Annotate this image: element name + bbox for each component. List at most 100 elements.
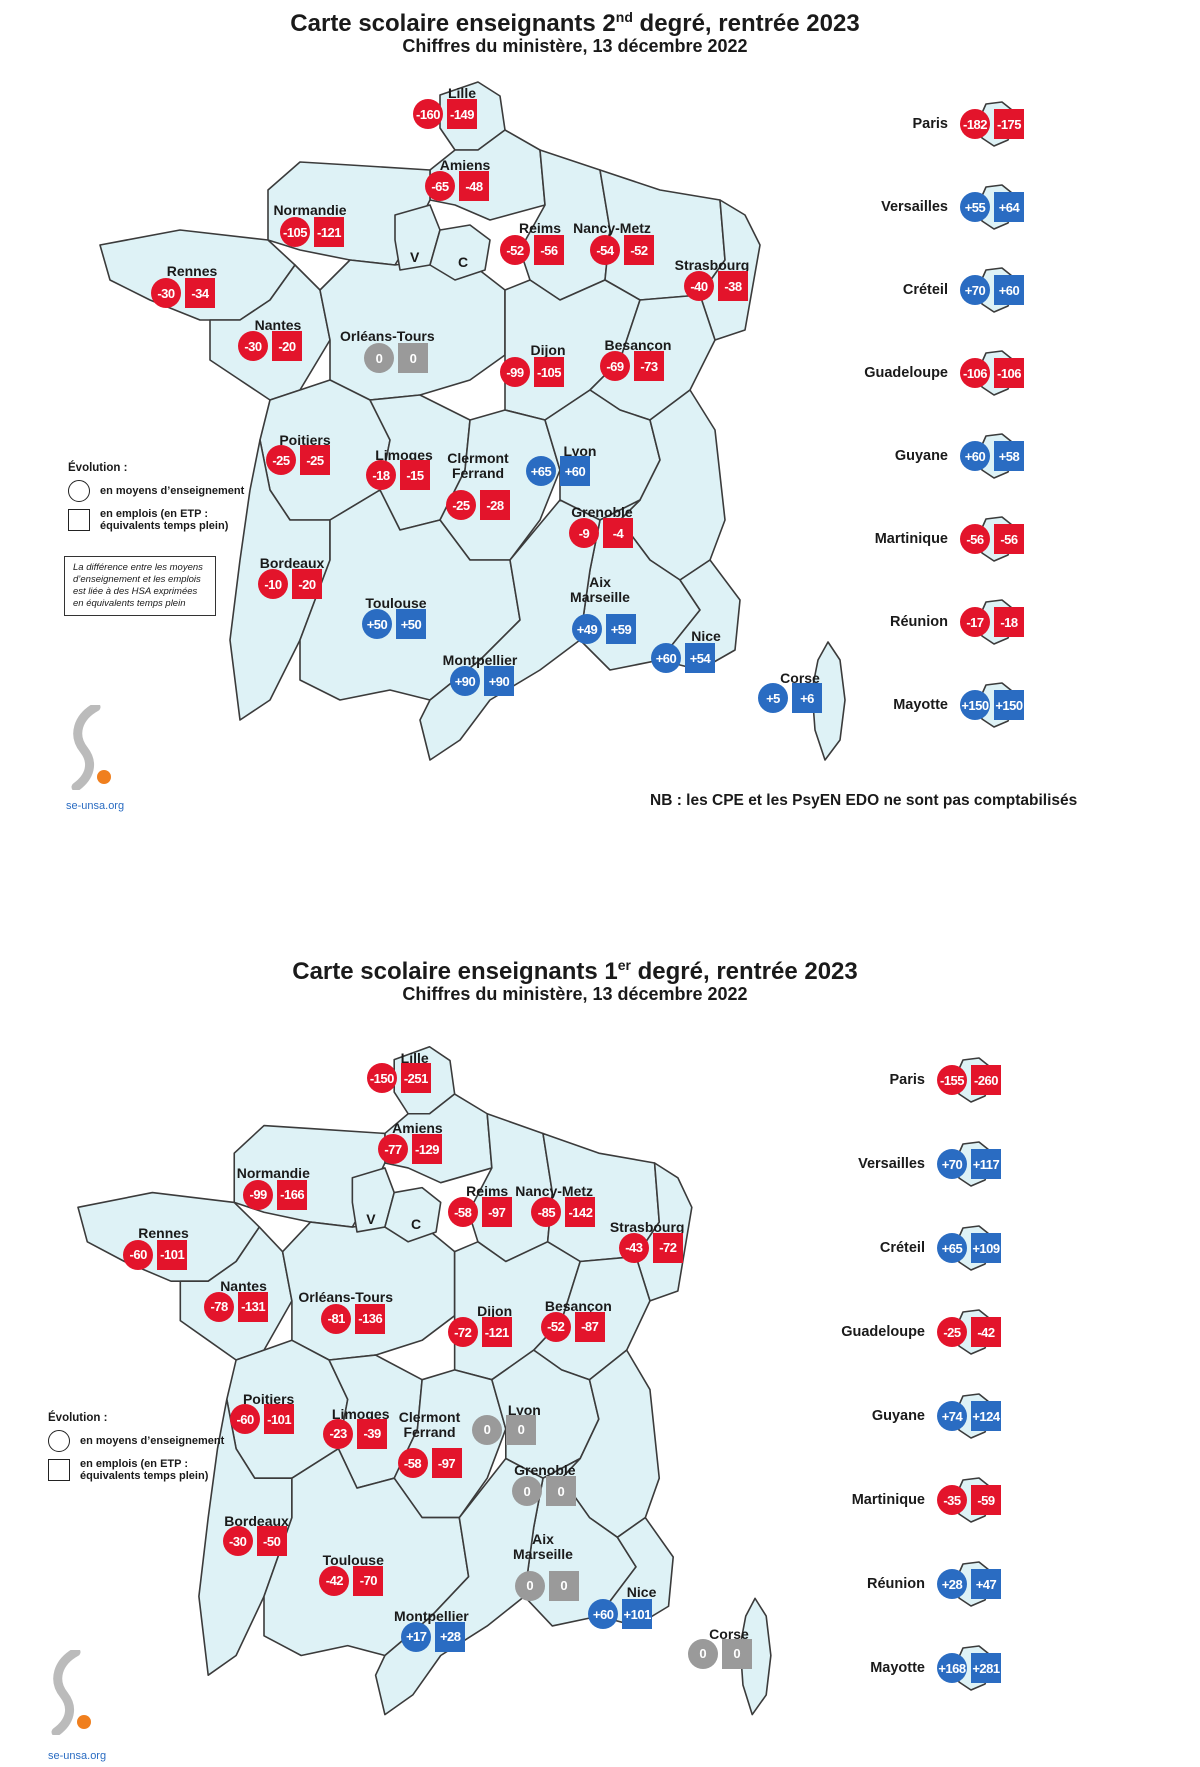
overseas-creteil-moyens-circle: +70	[960, 275, 990, 305]
overseas-label-creteil: Créteil	[879, 1240, 925, 1256]
region-shape-nice	[599, 1518, 673, 1626]
region-nice-values: +60 +54	[651, 643, 715, 673]
region-limoges-emplois-square: -39	[357, 1418, 388, 1449]
overseas-row-reunion: Réunion +28 +47	[805, 1561, 1009, 1607]
region-lyon-emplois-square: +60	[560, 456, 590, 486]
region-strasbourg-emplois-square: -72	[652, 1232, 683, 1263]
overseas-creteil-moyens-circle: +65	[937, 1233, 967, 1263]
region-nice-emplois-square: +101	[622, 1599, 653, 1630]
region-dijon-emplois-square: -105	[534, 357, 564, 387]
region-shape-strasbourg	[636, 1163, 692, 1301]
overseas-mayotte-moyens-circle: +168	[937, 1653, 967, 1683]
region-toulouse-values: +50 +50	[362, 609, 426, 639]
region-poitiers-moyens-circle: -60	[230, 1404, 261, 1435]
region-normandie-values: -99 -166	[243, 1179, 308, 1210]
region-bordeaux-moyens-circle: -30	[222, 1526, 253, 1557]
overseas-row-martinique: Martinique -35 -59	[805, 1477, 1009, 1523]
overseas-paris-values: -155 -260	[937, 1065, 1001, 1095]
overseas-chip-mayotte: +150 +150	[960, 682, 1032, 728]
region-label-clermont-ferrand: Clermont Ferrand	[447, 450, 509, 481]
region-montpellier-moyens-circle: +17	[401, 1621, 432, 1652]
legend-square-label-2: équivalents temps plein)	[100, 520, 229, 532]
region-toulouse-moyens-circle: +50	[362, 609, 392, 639]
overseas-label-creteil: Créteil	[902, 282, 948, 298]
region-orleans-tours-moyens-circle: -81	[321, 1303, 352, 1334]
overseas-chip-reunion: -17 -18	[960, 599, 1032, 645]
overseas-creteil-emplois-square: +109	[971, 1233, 1001, 1263]
region-label-orleans-tours: Orléans-Tours	[340, 328, 435, 344]
region-label-besancon: Besançon	[544, 1297, 612, 1314]
legend-square-icon	[68, 509, 90, 531]
region-nantes-emplois-square: -131	[238, 1291, 269, 1322]
overseas-chip-martinique: -35 -59	[937, 1477, 1009, 1523]
region-grenoble-emplois-square: -4	[603, 518, 633, 548]
overseas-label-versailles: Versailles	[881, 199, 948, 215]
region-grenoble-values: -9 -4	[569, 518, 633, 548]
region-poitiers-emplois-square: -25	[300, 445, 330, 475]
overseas-creteil-values: +65 +109	[937, 1233, 1001, 1263]
overseas-guyane-moyens-circle: +74	[937, 1401, 967, 1431]
region-lille-emplois-square: -149	[447, 99, 477, 129]
overseas-row-guyane: Guyane +60 +58	[828, 433, 1032, 479]
region-clermont-ferrand-values: -58 -97	[397, 1448, 462, 1479]
overseas-guadeloupe-values: -25 -42	[937, 1317, 1001, 1347]
overseas-chip-paris: -182 -175	[960, 101, 1032, 147]
overseas-versailles-moyens-circle: +70	[937, 1149, 967, 1179]
region-clermont-ferrand-values: -25 -28	[446, 490, 510, 520]
region-aix-marseille-moyens-circle: 0	[514, 1570, 545, 1601]
region-amiens-values: -77 -129	[378, 1134, 442, 1165]
overseas-chip-guyane: +74 +124	[937, 1393, 1009, 1439]
region-label-aix-marseille: Aix Marseille	[570, 574, 630, 605]
region-label-aix-marseille: Aix Marseille	[513, 1531, 573, 1563]
region-orleans-tours-moyens-circle: 0	[364, 343, 394, 373]
region-label-clermont-ferrand: Clermont Ferrand	[398, 1408, 461, 1440]
overseas-martinique-values: -56 -56	[960, 524, 1024, 554]
overseas-guyane-values: +74 +124	[937, 1401, 1001, 1431]
overseas-row-mayotte: Mayotte +150 +150	[828, 682, 1032, 728]
region-label-c: C	[410, 1216, 422, 1233]
overseas-guadeloupe-values: -106 -106	[960, 358, 1024, 388]
region-bordeaux-values: -10 -20	[258, 569, 322, 599]
overseas-mayotte-values: +168 +281	[937, 1653, 1001, 1683]
region-bordeaux-moyens-circle: -10	[258, 569, 288, 599]
region-label-lyon: Lyon	[563, 443, 597, 459]
overseas-versailles-values: +70 +117	[937, 1149, 1001, 1179]
region-amiens-emplois-square: -129	[412, 1134, 442, 1165]
region-label-lyon: Lyon	[507, 1402, 541, 1419]
overseas-versailles-emplois-square: +117	[971, 1149, 1001, 1179]
region-strasbourg-moyens-circle: -40	[684, 271, 714, 301]
region-nice-emplois-square: +54	[685, 643, 715, 673]
region-label-montpellier: Montpellier	[394, 1608, 469, 1625]
region-label-lille: Lille	[447, 85, 476, 101]
overseas-reunion-moyens-circle: +28	[937, 1569, 967, 1599]
region-nancy-metz-values: -85 -142	[531, 1197, 596, 1228]
region-montpellier-emplois-square: +90	[484, 666, 514, 696]
overseas-chip-reunion: +28 +47	[937, 1561, 1009, 1607]
region-clermont-ferrand-moyens-circle: -58	[397, 1448, 428, 1479]
region-normandie-moyens-circle: -105	[280, 217, 310, 247]
region-dijon-moyens-circle: -99	[500, 357, 530, 387]
region-nantes-emplois-square: -20	[272, 331, 302, 361]
region-bordeaux-emplois-square: -50	[256, 1526, 287, 1557]
overseas-chip-versailles: +70 +117	[937, 1141, 1009, 1187]
overseas-row-creteil: Créteil +70 +60	[828, 267, 1032, 313]
region-poitiers-values: -25 -25	[266, 445, 330, 475]
region-label-amiens: Amiens	[439, 157, 491, 173]
overseas-martinique-moyens-circle: -56	[960, 524, 990, 554]
region-label-nantes: Nantes	[220, 1278, 267, 1295]
region-reims-values: -58 -97	[447, 1197, 512, 1228]
region-rennes-values: -60 -101	[123, 1239, 188, 1270]
region-lyon-emplois-square: 0	[505, 1414, 536, 1445]
region-shape-strasbourg	[700, 200, 760, 340]
page-title: Carte scolaire enseignants 2nd degré, re…	[290, 9, 860, 37]
region-reims-values: -52 -56	[500, 235, 564, 265]
page-subtitle: Chiffres du ministère, 13 décembre 2022	[402, 36, 748, 56]
region-label-reims: Reims	[466, 1182, 509, 1199]
region-label-besancon: Besançon	[604, 337, 672, 353]
nb-note: NB : les CPE et les PsyEN EDO ne sont pa…	[650, 792, 1078, 809]
logo-text: se-unsa.org	[66, 800, 125, 812]
region-label-nantes: Nantes	[254, 317, 302, 333]
region-normandie-emplois-square: -166	[277, 1179, 308, 1210]
